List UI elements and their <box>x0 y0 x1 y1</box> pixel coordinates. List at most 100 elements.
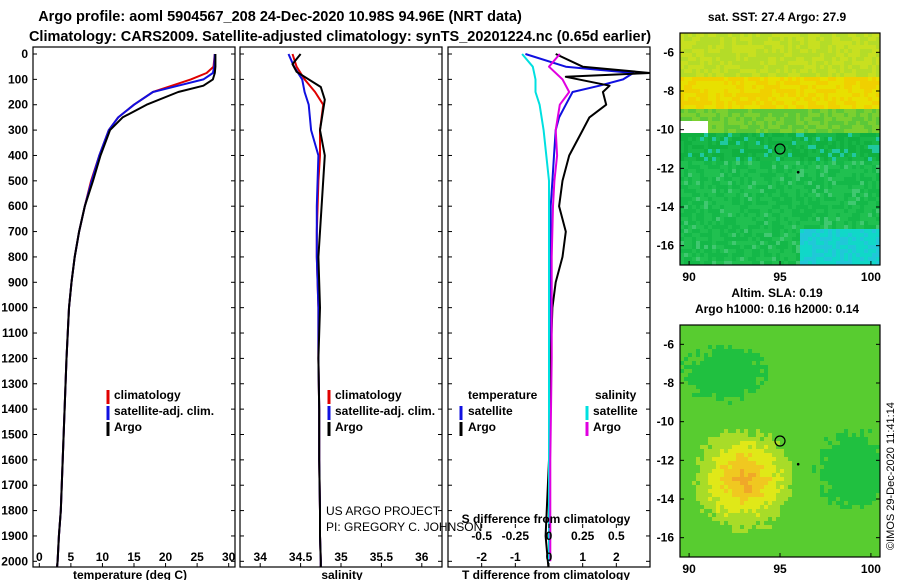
map-cell <box>736 137 741 142</box>
map-cell <box>776 477 781 482</box>
map-cell <box>864 213 869 218</box>
map-cell <box>724 173 729 178</box>
map-cell <box>724 33 729 38</box>
map-cell <box>868 81 873 86</box>
map-cell <box>680 481 685 486</box>
map-cell <box>840 261 845 265</box>
map-cell <box>760 33 765 38</box>
map-cell <box>720 449 725 454</box>
map-cell <box>784 201 789 206</box>
map-cell <box>720 101 725 106</box>
map-cell <box>776 213 781 218</box>
map-cell <box>868 69 873 74</box>
map-cell <box>692 489 697 494</box>
map-cell <box>816 181 821 186</box>
map-cell <box>760 161 765 166</box>
map-cell <box>744 333 749 338</box>
map-cell <box>708 485 713 490</box>
map-cell <box>756 213 761 218</box>
map-cell <box>840 433 845 438</box>
map-cell <box>812 137 817 142</box>
map-cell <box>840 185 845 190</box>
map-cell <box>752 113 757 118</box>
map-cell <box>820 365 825 370</box>
map-cell <box>836 169 841 174</box>
map-cell <box>868 457 873 462</box>
map-cell <box>692 65 697 70</box>
map-cell <box>800 125 805 130</box>
map-cell <box>804 373 809 378</box>
map-cell <box>696 453 701 458</box>
map-cell <box>856 249 861 254</box>
map-cell <box>876 133 880 138</box>
map-cell <box>748 413 753 418</box>
map-cell <box>756 149 761 154</box>
map-cell <box>768 221 773 226</box>
map-cell <box>780 37 785 42</box>
map-cell <box>824 333 829 338</box>
map-cell <box>688 161 693 166</box>
map-cell <box>876 245 880 250</box>
map-cell <box>680 149 685 154</box>
map-cell <box>796 205 801 210</box>
map-cell <box>760 453 765 458</box>
map-cell <box>684 153 689 158</box>
map-cell <box>716 141 721 146</box>
map-cell <box>812 417 817 422</box>
map-cell <box>788 253 793 258</box>
map-cell <box>724 393 729 398</box>
map-cell <box>876 437 880 442</box>
map-cell <box>744 365 749 370</box>
map-cell <box>796 201 801 206</box>
map-cell <box>848 89 853 94</box>
map-cell <box>708 461 713 466</box>
map-cell <box>792 81 797 86</box>
map-cell <box>816 405 821 410</box>
map-cell <box>708 397 713 402</box>
map-cell <box>784 145 789 150</box>
map-cell <box>812 249 817 254</box>
map-cell <box>712 405 717 410</box>
map-cell <box>868 341 873 346</box>
map-cell <box>696 209 701 214</box>
map-cell <box>804 117 809 122</box>
map-cell <box>800 429 805 434</box>
map-cell <box>736 341 741 346</box>
map-cell <box>760 93 765 98</box>
map-cell <box>772 77 777 82</box>
map-cell <box>860 357 865 362</box>
map-cell <box>868 173 873 178</box>
map-cell <box>716 445 721 450</box>
map-cell <box>756 453 761 458</box>
map-cell <box>812 185 817 190</box>
map-cell <box>732 417 737 422</box>
map-cell <box>692 33 697 38</box>
map-cell <box>716 161 721 166</box>
map-cell <box>680 393 685 398</box>
map-cell <box>732 449 737 454</box>
map-cell <box>828 161 833 166</box>
map-cell <box>740 245 745 250</box>
map-cell <box>748 181 753 186</box>
map-cell <box>800 373 805 378</box>
map-cell <box>732 133 737 138</box>
map-cell <box>708 177 713 182</box>
map-cell <box>796 45 801 50</box>
map-cell <box>756 33 761 38</box>
map-cell <box>840 125 845 130</box>
map-cell <box>812 333 817 338</box>
map-cell <box>804 337 809 342</box>
map-cell <box>840 93 845 98</box>
map-cell <box>852 65 857 70</box>
map-cell <box>764 429 769 434</box>
map-cell <box>828 441 833 446</box>
map-cell <box>716 225 721 230</box>
map-cell <box>768 177 773 182</box>
map-cell <box>736 221 741 226</box>
map-cell <box>692 253 697 258</box>
map-cell <box>716 189 721 194</box>
map-cell <box>692 141 697 146</box>
map-cell <box>752 357 757 362</box>
map-cell <box>696 369 701 374</box>
map-cell <box>732 361 737 366</box>
